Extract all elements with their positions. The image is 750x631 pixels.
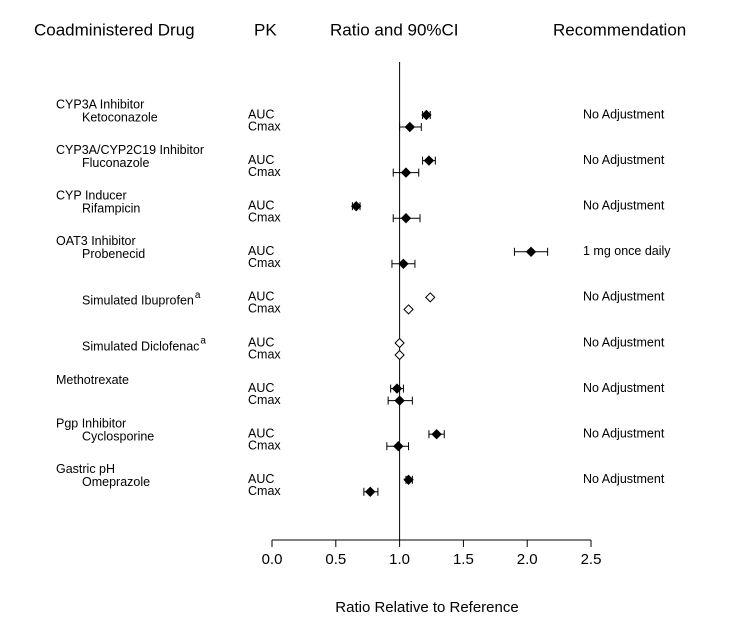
recommendation: No Adjustment [583,426,665,440]
pk-label: AUC [248,426,274,440]
recommendation: No Adjustment [583,198,665,212]
pk-label: Cmax [248,438,281,452]
pk-label: Cmax [248,256,281,270]
header: Coadministered Drug [34,20,195,39]
pk-label: AUC [248,290,274,304]
recommendation: 1 mg once daily [583,244,671,258]
x-tick-label: 0.5 [325,551,346,568]
point [394,337,405,349]
recommendation: No Adjustment [583,472,665,486]
pk-label: AUC [248,472,274,486]
header: Recommendation [553,20,686,39]
pk-label: Cmax [248,210,281,224]
footnote-mark: a [200,336,206,347]
point [398,258,409,270]
drug-label: Probenecid [82,247,145,261]
group-label: Pgp Inhibitor [56,416,126,430]
group-label: CYP3A/CYP2C19 Inhibitor [56,143,204,157]
point [431,428,442,440]
drug-label: Methotrexate [56,373,129,387]
pk-label: Cmax [248,119,281,133]
drug-label: Simulated Diclofenac [82,339,199,353]
recommendation: No Adjustment [583,290,665,304]
footnote-mark: a [195,290,201,301]
recommendation: No Adjustment [583,153,665,167]
point [421,109,432,121]
point [391,383,403,394]
drug-label: Simulated Ibuprofen [82,294,194,308]
pk-label: AUC [248,244,274,258]
drug-label: Omeprazole [82,475,150,489]
pk-label: Cmax [248,393,281,407]
point [351,200,362,212]
pk-label: Cmax [248,302,281,316]
point [400,167,412,178]
drug-label: Cyclosporine [82,429,154,443]
group-label: CYP3A Inhibitor [56,97,144,111]
pk-label: Cmax [248,165,281,179]
x-tick-label: 1.5 [453,551,474,568]
x-tick-label: 0.0 [262,551,283,568]
point [403,474,414,486]
pk-label: Cmax [248,484,281,498]
x-axis-label: Ratio Relative to Reference [335,599,518,616]
recommendation: No Adjustment [583,335,665,349]
group-label: CYP Inducer [56,188,127,202]
point [525,246,537,258]
drug-label: Ketoconazole [82,110,158,124]
group-label: OAT3 Inhibitor [56,234,136,248]
point [404,121,416,133]
x-tick-label: 1.0 [389,551,410,568]
x-tick-label: 2.0 [517,551,538,568]
pk-label: AUC [248,107,274,121]
point [423,155,435,166]
point [393,440,404,452]
pk-label: AUC [248,198,274,212]
header: PK [254,20,277,39]
point [425,292,436,303]
recommendation: No Adjustment [583,107,665,121]
pk-label: AUC [248,335,274,349]
point [365,486,376,498]
x-tick-label: 2.5 [581,551,602,568]
point [403,304,414,315]
point [394,349,405,361]
point [400,212,412,224]
drug-label: Rifampicin [82,201,140,215]
group-label: Gastric pH [56,462,115,476]
header: Ratio and 90%CI [330,20,459,39]
pk-label: AUC [248,153,274,167]
pk-label: Cmax [248,347,281,361]
pk-label: AUC [248,381,274,395]
point [394,395,405,406]
drug-label: Fluconazole [82,156,149,170]
recommendation: No Adjustment [583,381,665,395]
